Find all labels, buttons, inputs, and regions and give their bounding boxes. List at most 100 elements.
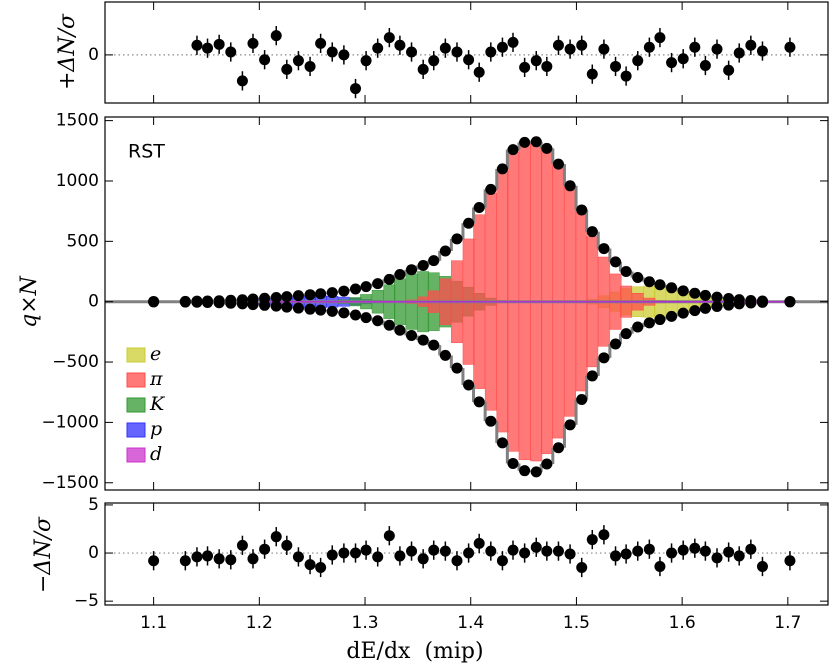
- data-point: [315, 288, 327, 300]
- data-point: [485, 46, 497, 58]
- x-tick-label: 1.1: [140, 613, 167, 633]
- y-tick-label: 0: [88, 292, 99, 312]
- data-point: [689, 287, 701, 299]
- data-point: [225, 554, 237, 566]
- data-point: [733, 550, 745, 562]
- data-point: [654, 314, 666, 326]
- data-point: [699, 289, 711, 301]
- data-point: [463, 54, 475, 66]
- data-point: [530, 55, 542, 67]
- data-point: [451, 46, 463, 58]
- data-point: [148, 296, 160, 308]
- area-bin: [427, 301, 440, 313]
- data-point: [225, 297, 237, 309]
- area-bin: [451, 260, 463, 302]
- data-point: [677, 285, 689, 297]
- x-tick-label: 1.7: [774, 613, 801, 633]
- data-point: [586, 534, 598, 546]
- data-point: [519, 465, 531, 477]
- data-point: [259, 54, 271, 66]
- data-point: [350, 283, 362, 295]
- data-point: [598, 529, 610, 541]
- data-point: [519, 547, 531, 559]
- data-point: [745, 297, 757, 309]
- data-point: [541, 545, 553, 557]
- area-bin: [394, 278, 406, 302]
- x-tick-label: 1.2: [246, 613, 273, 633]
- data-point: [485, 415, 497, 427]
- data-point: [394, 550, 406, 562]
- data-point: [632, 321, 644, 333]
- plot-frame: [104, 1, 829, 104]
- data-point: [451, 362, 463, 374]
- data-point: [711, 301, 723, 313]
- data-point: [610, 60, 622, 72]
- area-bin: [462, 238, 475, 302]
- area-bin: [620, 285, 633, 302]
- data-point: [439, 42, 451, 54]
- data-point: [148, 555, 160, 567]
- data-point: [394, 39, 406, 51]
- legend-swatch: [126, 447, 146, 463]
- data-point: [236, 298, 248, 310]
- data-point: [745, 543, 757, 555]
- data-point: [406, 264, 418, 276]
- data-point: [496, 555, 508, 567]
- data-point: [360, 281, 372, 293]
- data-point: [610, 550, 622, 562]
- data-point: [711, 552, 723, 564]
- data-point: [666, 547, 678, 559]
- data-point: [632, 272, 644, 284]
- data-point: [689, 41, 701, 53]
- area-bin: [405, 273, 418, 302]
- data-point: [213, 38, 225, 50]
- data-point: [632, 55, 644, 67]
- area-bin: [620, 301, 633, 318]
- y-tick-label: 500: [67, 231, 99, 251]
- area-bin: [507, 301, 519, 452]
- area-bin: [518, 301, 531, 461]
- plot-frame: [104, 502, 829, 606]
- data-point: [191, 296, 203, 308]
- data-point: [270, 30, 282, 42]
- data-point: [315, 37, 327, 49]
- data-point: [259, 543, 271, 555]
- legend-label: p: [150, 418, 162, 440]
- data-point: [360, 544, 372, 556]
- x-tick-label: 1.6: [669, 613, 696, 633]
- data-point: [304, 60, 316, 72]
- area-bin: [371, 289, 384, 302]
- legend-swatch: [126, 347, 146, 363]
- data-point: [236, 75, 248, 87]
- data-point: [292, 302, 304, 314]
- data-point: [315, 304, 327, 316]
- data-point: [620, 548, 632, 560]
- y-tick-label: 0: [88, 543, 99, 563]
- data-point: [417, 259, 429, 271]
- data-point: [552, 39, 564, 51]
- area-bin: [609, 273, 622, 302]
- data-point: [552, 545, 564, 557]
- data-point: [576, 39, 588, 51]
- data-point: [756, 296, 768, 308]
- data-point: [473, 66, 485, 78]
- data-point: [723, 64, 735, 76]
- data-point: [179, 296, 191, 308]
- x-tick-label: 1.5: [563, 613, 590, 633]
- data-point: [620, 266, 632, 278]
- data-point: [428, 544, 440, 556]
- data-point: [191, 551, 203, 563]
- area-bin: [564, 186, 576, 302]
- area-bin: [518, 143, 531, 302]
- area-bin: [484, 192, 497, 302]
- data-point: [292, 55, 304, 67]
- data-point: [463, 217, 475, 229]
- data-point: [406, 329, 418, 341]
- area-bin: [473, 214, 486, 302]
- area-bin: [564, 301, 576, 417]
- data-point: [213, 297, 225, 309]
- area-bin: [439, 301, 452, 325]
- data-point: [292, 290, 304, 302]
- data-point: [439, 545, 451, 557]
- area-bin: [383, 284, 396, 302]
